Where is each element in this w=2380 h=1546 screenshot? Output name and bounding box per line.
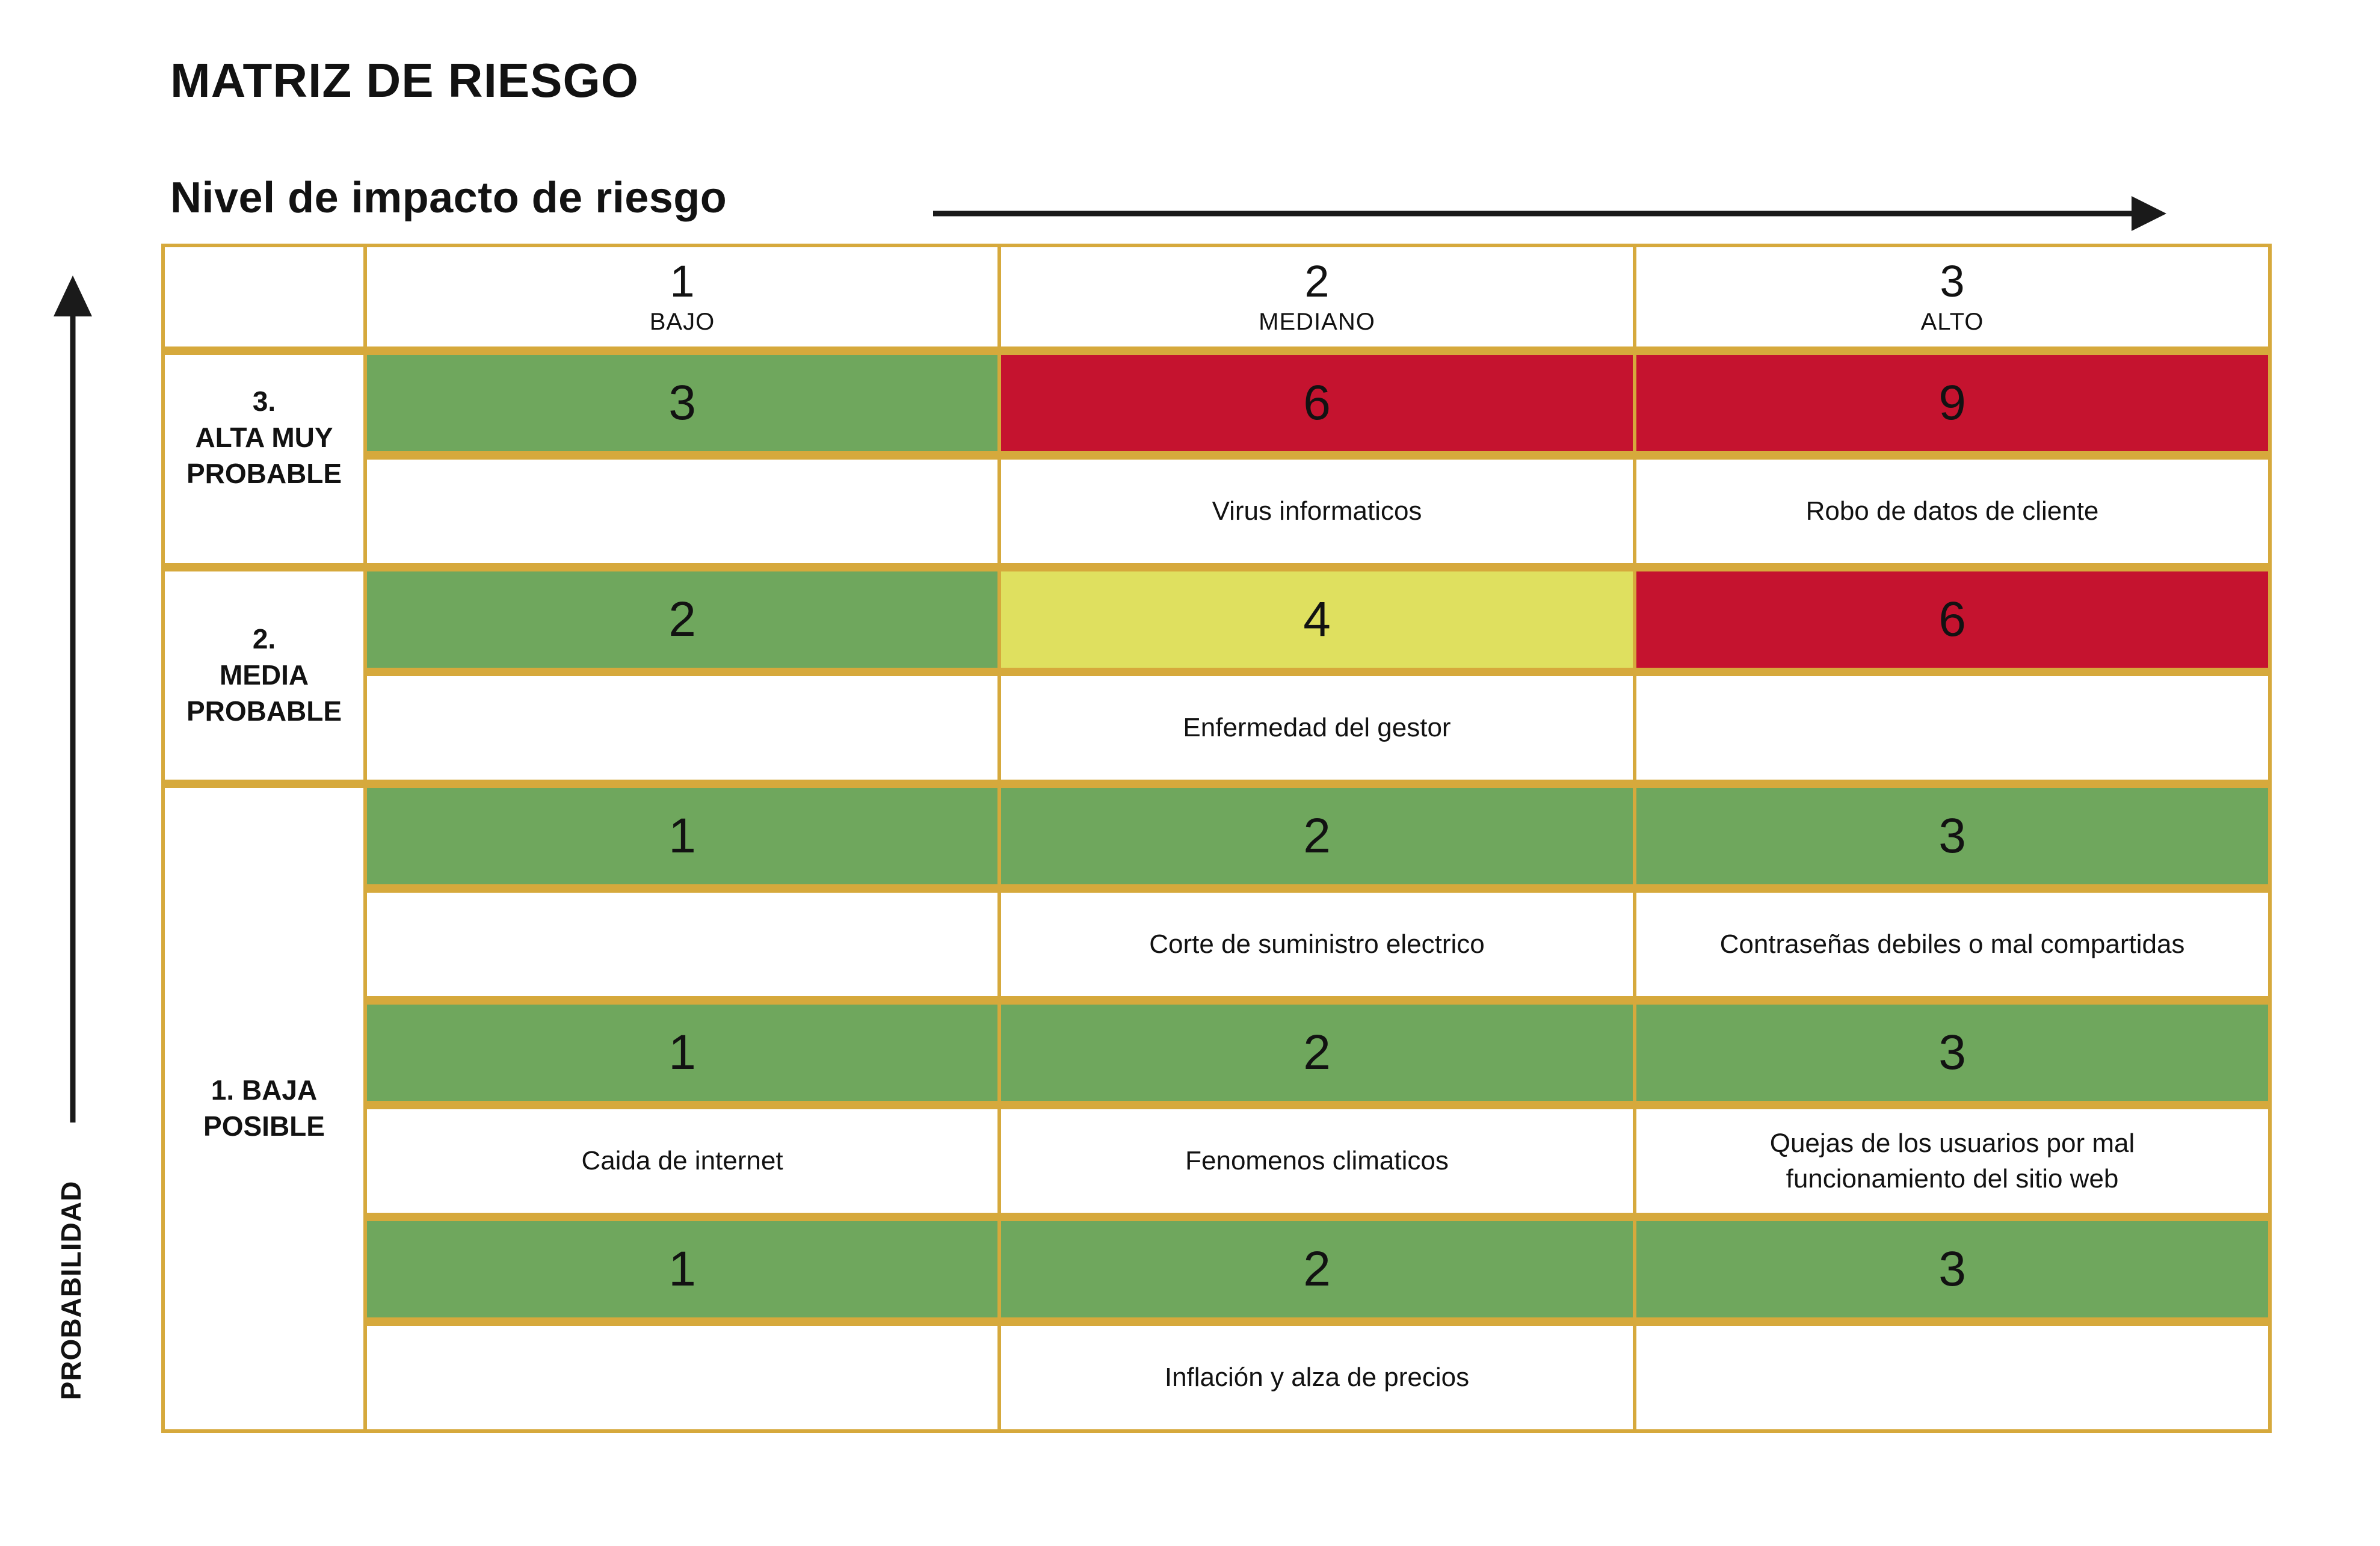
probability-axis-label: PROBABILIDAD: [55, 1180, 87, 1400]
risk-cell: [367, 676, 997, 780]
risk-cell: Inflación y alza de precios: [1001, 1326, 1633, 1429]
row-label-alta-muy-probable: 3. ALTA MUY PROBABLE: [165, 355, 363, 563]
score-cell: 3: [1636, 788, 2268, 884]
score-value: 1: [668, 808, 696, 863]
score-cell: 2: [1001, 1221, 1633, 1317]
row-label-baja-posible: 1. BAJA POSIBLE: [165, 788, 363, 1429]
impact-axis-arrow-icon: [933, 196, 2166, 231]
risk-text: Virus informaticos: [1212, 496, 1422, 526]
score-cell: 2: [1001, 788, 1633, 884]
column-name: BAJO: [649, 308, 715, 335]
score-cell: 6: [1001, 355, 1633, 451]
score-value: 4: [1303, 592, 1331, 647]
column-name: MEDIANO: [1259, 308, 1375, 335]
score-value: 3: [1938, 808, 1966, 863]
score-value: 3: [1938, 1025, 1966, 1080]
risk-text: Quejas de los usuarios por mal funcionam…: [1769, 1128, 2135, 1193]
score-cell: 3: [1636, 1005, 2268, 1101]
score-cell: 1: [367, 1221, 997, 1317]
risk-matrix-table: 1 BAJO 2 MEDIANO 3 ALTO 3. ALTA MUY PROB…: [161, 244, 2272, 1433]
risk-cell: [367, 460, 997, 563]
column-number: 3: [1940, 256, 1965, 307]
score-cell: 6: [1636, 571, 2268, 668]
risk-text: Caida de internet: [581, 1146, 783, 1176]
risk-text: Fenomenos climaticos: [1185, 1146, 1449, 1176]
page-title: MATRIZ DE RIESGO: [170, 54, 639, 107]
score-value: 2: [1303, 1025, 1331, 1080]
corner-cell: [165, 247, 363, 346]
risk-cell: Contraseñas debiles o mal compartidas: [1636, 893, 2268, 996]
score-value: 2: [1303, 808, 1331, 863]
probability-axis-arrow-icon: [54, 276, 92, 1123]
risk-cell: [1636, 676, 2268, 780]
row-label-media-probable: 2. MEDIA PROBABLE: [165, 571, 363, 780]
risk-cell: [1636, 1326, 2268, 1429]
column-number: 2: [1304, 256, 1330, 307]
score-cell: 3: [367, 355, 997, 451]
column-header-bajo: 1 BAJO: [367, 247, 997, 346]
column-name: ALTO: [1920, 308, 1984, 335]
risk-text: Corte de suministro electrico: [1149, 929, 1485, 959]
risk-text: Contraseñas debiles o mal compartidas: [1719, 929, 2185, 959]
score-cell: 1: [367, 788, 997, 884]
score-cell: 3: [1636, 1221, 2268, 1317]
risk-cell: Robo de datos de cliente: [1636, 460, 2268, 563]
risk-text: Inflación y alza de precios: [1164, 1363, 1470, 1393]
risk-cell: [367, 893, 997, 996]
column-header-alto: 3 ALTO: [1636, 247, 2268, 346]
score-cell: 2: [1001, 1005, 1633, 1101]
score-value: 1: [668, 1242, 696, 1296]
risk-cell: Enfermedad del gestor: [1001, 676, 1633, 780]
column-header-mediano: 2 MEDIANO: [1001, 247, 1633, 346]
risk-cell: Virus informaticos: [1001, 460, 1633, 563]
score-value: 6: [1303, 375, 1331, 430]
score-cell: 1: [367, 1005, 997, 1101]
risk-cell: Corte de suministro electrico: [1001, 893, 1633, 996]
risk-text: Enfermedad del gestor: [1183, 713, 1451, 743]
score-value: 1: [668, 1025, 696, 1080]
score-cell: 4: [1001, 571, 1633, 668]
risk-cell: Fenomenos climaticos: [1001, 1109, 1633, 1213]
score-value: 3: [1938, 1242, 1966, 1296]
score-value: 2: [668, 592, 696, 647]
risk-cell: [367, 1326, 997, 1429]
score-value: 3: [668, 375, 696, 430]
risk-cell: Quejas de los usuarios por mal funcionam…: [1636, 1109, 2268, 1213]
score-value: 2: [1303, 1242, 1331, 1296]
impact-axis-label: Nivel de impacto de riesgo: [170, 174, 727, 222]
column-number: 1: [670, 256, 695, 307]
risk-text: Robo de datos de cliente: [1805, 496, 2099, 526]
score-cell: 2: [367, 571, 997, 668]
score-value: 9: [1938, 375, 1966, 430]
score-cell: 9: [1636, 355, 2268, 451]
score-value: 6: [1938, 592, 1966, 647]
risk-cell: Caida de internet: [367, 1109, 997, 1213]
